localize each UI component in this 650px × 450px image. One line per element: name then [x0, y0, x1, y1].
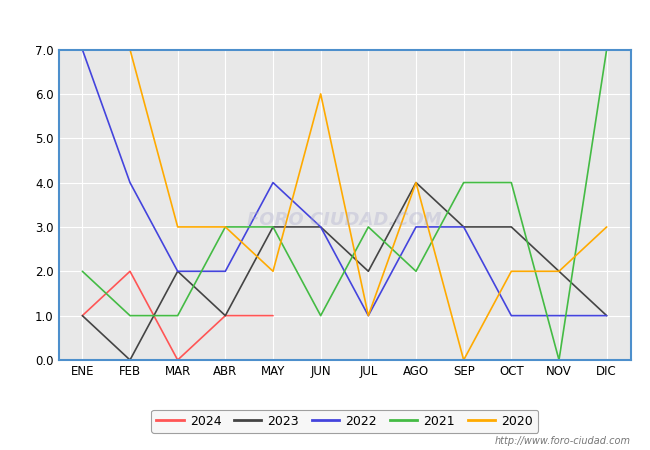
- Legend: 2024, 2023, 2022, 2021, 2020: 2024, 2023, 2022, 2021, 2020: [151, 410, 538, 433]
- Text: FORO CIUDAD.COM: FORO CIUDAD.COM: [247, 212, 442, 230]
- Text: http://www.foro-ciudad.com: http://www.foro-ciudad.com: [495, 436, 630, 446]
- Text: Matriculaciones de Vehiculos en Jete: Matriculaciones de Vehiculos en Jete: [174, 11, 476, 29]
